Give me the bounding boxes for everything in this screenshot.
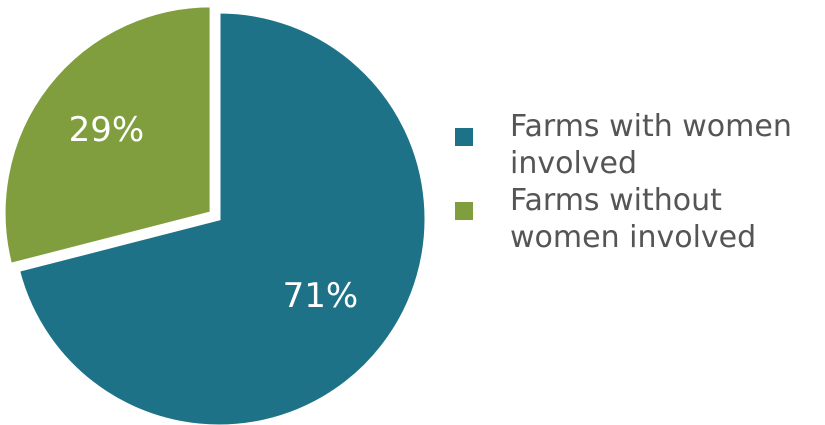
pie-labels: 71% 29%: [69, 110, 359, 316]
pie-slice-with-women: [16, 10, 428, 425]
pie-slice-without-women: [2, 4, 213, 267]
chart-legend: Farms with women involved Farms without …: [455, 108, 820, 256]
pie-slices: [2, 4, 428, 425]
legend-swatch-with-women: [455, 128, 473, 146]
pie-label-with-women: 71%: [283, 276, 359, 316]
legend-item-without-women: Farms without women involved: [455, 182, 820, 256]
legend-item-with-women: Farms with women involved: [455, 108, 820, 182]
legend-swatch-without-women: [455, 202, 473, 220]
pie-label-without-women: 29%: [69, 110, 145, 150]
legend-label-with-women: Farms with women involved: [510, 109, 792, 181]
legend-label-without-women: Farms without women involved: [510, 183, 757, 255]
